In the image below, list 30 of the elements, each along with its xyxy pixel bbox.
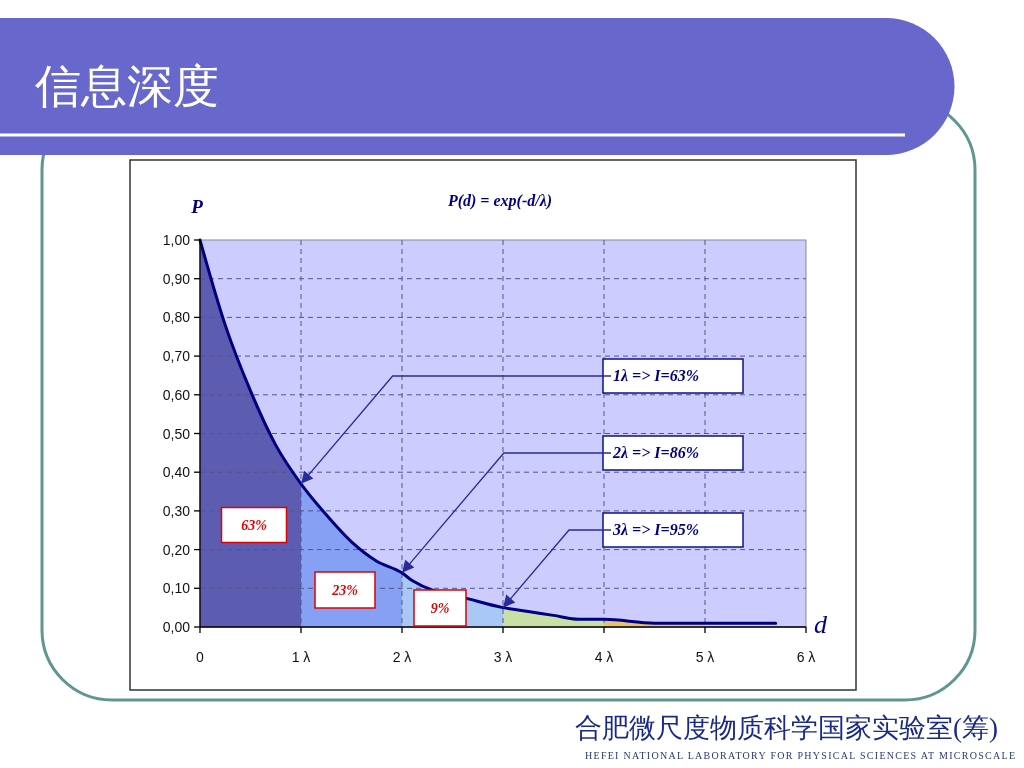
annotation: 1λ => I=63% bbox=[613, 367, 700, 384]
x-tick-label: 2 λ bbox=[392, 649, 412, 665]
y-tick-label: 0,20 bbox=[162, 541, 191, 558]
x-tick-label: 1 λ bbox=[291, 649, 311, 665]
y-tick-label: 0,60 bbox=[162, 386, 191, 403]
text: 合肥微尺度物质科学国家实验室(筹) bbox=[575, 713, 998, 743]
annotation: 23% bbox=[331, 583, 358, 598]
y-tick-label: 0,00 bbox=[162, 619, 191, 635]
x-tick-label: 4 λ bbox=[594, 649, 614, 665]
x-tick-label: 3 λ bbox=[493, 649, 513, 665]
annotation: 63% bbox=[241, 518, 267, 533]
chart-title: 信息深度 bbox=[35, 61, 219, 112]
annotation: 2λ => I=86% bbox=[612, 444, 700, 461]
y-axis-title: P bbox=[190, 196, 204, 217]
y-tick-label: 0,10 bbox=[162, 580, 191, 597]
text: HEFEI NATIONAL LABORATORY FOR PHYSICAL SCIENCES AT MICROSCALE bbox=[585, 750, 1015, 761]
y-tick-label: 0,70 bbox=[162, 348, 191, 365]
annotation: 3λ => I=95% bbox=[612, 521, 700, 538]
y-tick-label: 0,80 bbox=[162, 309, 191, 326]
y-tick-label: 0,90 bbox=[162, 270, 191, 287]
y-tick-label: 1,00 bbox=[162, 232, 191, 248]
x-tick-label: 5 λ bbox=[695, 649, 715, 665]
x-axis-title: d bbox=[814, 610, 828, 639]
y-tick-label: 0,40 bbox=[162, 464, 191, 481]
x-tick-label: 0 bbox=[196, 649, 205, 665]
y-tick-label: 0,30 bbox=[162, 502, 191, 519]
x-tick-label: 6 λ bbox=[796, 649, 816, 665]
chart-subtitle: P(d) = exp(-d/λ) bbox=[446, 192, 553, 210]
annotation: 9% bbox=[430, 601, 450, 616]
y-tick-label: 0,50 bbox=[162, 425, 191, 442]
